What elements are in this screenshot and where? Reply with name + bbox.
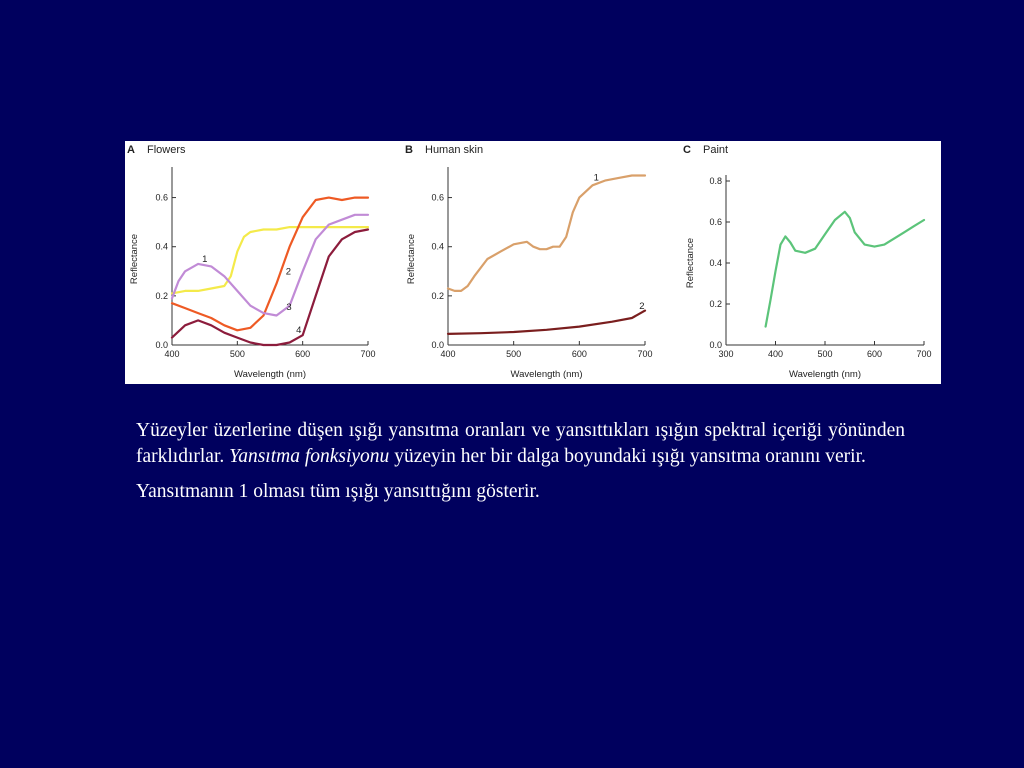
y-tick-label: 0.2 [155,291,168,301]
curve-label: 3 [286,302,291,313]
x-tick-label: 600 [572,349,587,359]
x-tick-label: 500 [230,349,245,359]
series-line-B-1 [446,174,647,292]
y-tick-label: 0.6 [431,193,444,203]
x-axis-label: Wavelength (nm) [511,369,583,380]
series-line-A-2 [170,196,370,332]
x-tick-label: 500 [506,349,521,359]
panel-letter: C [683,144,691,156]
curve-label: 4 [296,325,301,336]
y-axis-label: Reflectance [685,238,696,288]
caption-p1-part2: yüzeyin her bir dalga boyundaki ışığı ya… [394,446,866,468]
series-line-C-1 [764,210,926,328]
x-tick-label: 600 [295,349,310,359]
series-line-B-2 [446,309,647,335]
y-tick-label: 0.4 [155,242,168,252]
x-tick-label: 500 [817,349,832,359]
caption-text: Yüzeyler üzerlerine düşen ışığı yansıtma… [136,418,905,513]
x-tick-label: 700 [637,349,652,359]
chart-panel-A: A Flowers 0.0 0.2 0.4 0.6 400 500 600 700 Waveleng… [127,144,376,380]
x-tick-label: 400 [768,349,783,359]
x-tick-label: 400 [164,349,179,359]
y-tick-label: 0.2 [431,291,444,301]
y-tick-label: 0.6 [709,217,722,227]
x-axis-label: Wavelength (nm) [789,369,861,380]
y-tick-label: 0.8 [709,176,722,186]
x-tick-label: 600 [867,349,882,359]
caption-p1-part1: Yüzeyler üzerlerine düşen ışığı yansıtma… [136,420,905,468]
curve-label: 2 [639,301,644,312]
caption-paragraph-2: Yansıtmanın 1 olması tüm ışığı yansıttığ… [136,480,540,502]
y-axis-label: Reflectance [129,234,140,284]
series-line-A-4 [170,228,370,347]
panel-letter: B [405,144,413,156]
y-tick-label: 0.0 [431,340,444,350]
x-tick-label: 700 [916,349,931,359]
x-tick-label: 400 [440,349,455,359]
y-tick-label: 0.0 [155,340,168,350]
x-axis-label: Wavelength (nm) [234,369,306,380]
caption-p1-italic: Yansıtma fonksiyonu [229,446,390,468]
panel-title: Paint [703,144,728,156]
curve-label: 1 [594,172,599,183]
y-tick-label: 0.4 [431,242,444,252]
y-tick-label: 0.4 [709,258,722,268]
y-tick-label: 0.0 [709,340,722,350]
x-tick-label: 700 [360,349,375,359]
panel-letter: A [127,144,135,156]
curve-label: 1 [202,254,207,265]
x-tick-label: 300 [718,349,733,359]
series-line-A-1 [170,226,370,295]
series-line-A-3 [170,213,370,317]
panel-title: Flowers [147,144,186,156]
y-tick-label: 0.2 [709,299,722,309]
reflectance-figure: A Flowers 0.0 0.2 0.4 0.6 400 500 600 700 Waveleng… [125,141,941,384]
reflectance-charts: A Flowers 0.0 0.2 0.4 0.6 400 500 600 700 Waveleng… [127,144,932,380]
chart-panel-C: C Paint 0.0 0.2 0.4 0.6 0.8 300 400 500 600 700 Wave… [683,144,932,380]
y-tick-label: 0.6 [155,193,168,203]
curve-label: 2 [286,266,291,277]
panel-title: Human skin [425,144,483,156]
caption-paragraph-1: Yüzeyler üzerlerine düşen ışığı yansıtma… [136,418,905,471]
y-axis-label: Reflectance [406,234,417,284]
chart-panel-B: B Human skin 0.0 0.2 0.4 0.6 400 500 600 700 Wavel… [405,144,653,380]
